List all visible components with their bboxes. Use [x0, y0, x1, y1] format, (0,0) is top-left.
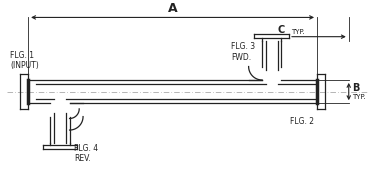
Text: FLG. 2: FLG. 2	[290, 117, 314, 126]
Text: TYP.: TYP.	[291, 29, 305, 35]
Text: C: C	[278, 25, 285, 35]
Text: FLG. 3
FWD.: FLG. 3 FWD.	[231, 42, 255, 62]
Text: FLG. 1
(INPUT): FLG. 1 (INPUT)	[10, 51, 39, 70]
Text: TYP.: TYP.	[352, 94, 365, 100]
Text: A: A	[168, 1, 177, 14]
Text: B: B	[352, 83, 359, 93]
Text: FLG. 4
REV.: FLG. 4 REV.	[74, 143, 99, 163]
